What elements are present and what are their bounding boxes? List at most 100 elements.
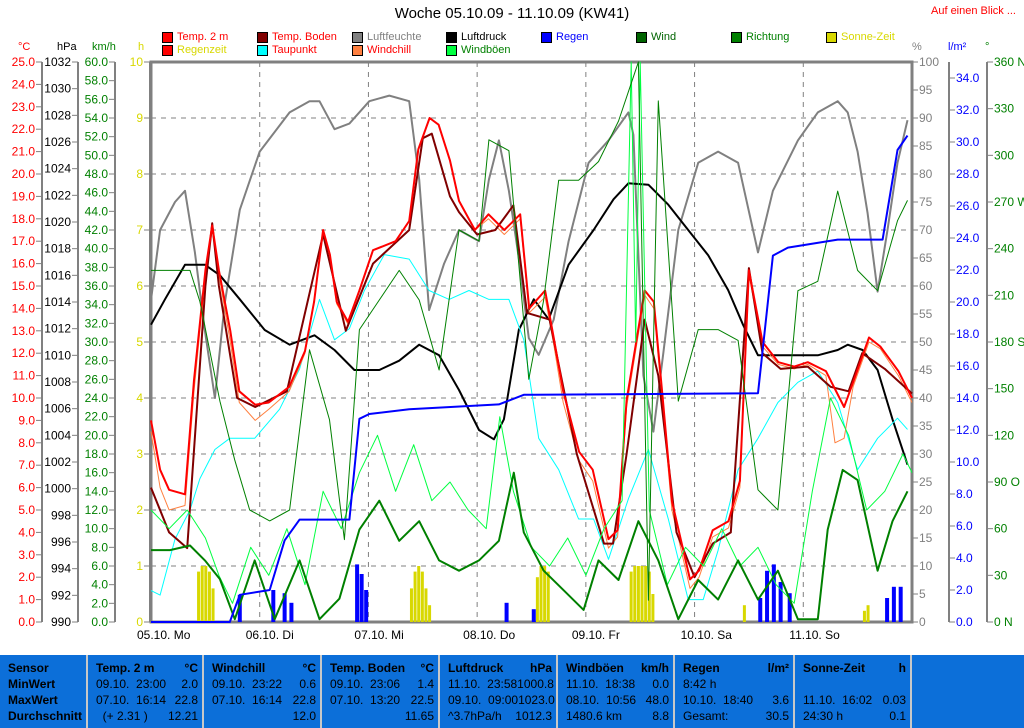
axis-tick-label: 100	[919, 55, 939, 69]
sun-bar	[200, 566, 204, 622]
stats-label: (+ 2.31 )	[96, 709, 148, 723]
axis-tick-label: 0.0	[18, 615, 35, 629]
stats-row: (+ 2.31 ) 12.21	[96, 708, 198, 724]
stats-value: 1012.3	[515, 709, 552, 723]
day-label: 11.10. So	[789, 628, 840, 642]
axis-tick-label: 14.0	[12, 301, 36, 315]
sun-bar	[207, 571, 211, 622]
stats-row: 1480.6 km 8.8	[566, 708, 669, 724]
axis-tick-label: 40.0	[85, 242, 109, 256]
stats-row: 11.10. 16:02 0.03	[803, 692, 906, 708]
axis-tick-label: 32.0	[956, 103, 980, 117]
sun-bar	[420, 571, 424, 622]
rain-bar	[885, 598, 890, 622]
rain-bar	[891, 586, 896, 622]
legend-swatch	[162, 31, 173, 43]
day-label: 10.10. Sa	[681, 628, 733, 642]
axis-tick-label: 992	[51, 588, 71, 602]
axis-tick-label: 1022	[44, 188, 71, 202]
sun-bar	[629, 571, 633, 622]
sun-bar	[211, 588, 215, 622]
legend-label: Windböen	[461, 44, 511, 56]
axis-tick-label: 56.0	[85, 92, 109, 106]
rain-bar	[282, 593, 287, 622]
axis-unit-press: hPa	[57, 41, 77, 53]
stats-label: Windböen	[566, 661, 624, 675]
axis-tick-label: 26.0	[956, 199, 980, 213]
axis-tick-label: 15.0	[12, 279, 36, 293]
legend-item: Taupunkt	[257, 44, 317, 56]
axis-tick-label: 24.0	[12, 77, 36, 91]
legend-swatch	[257, 31, 268, 43]
stats-value: 2.0	[181, 677, 198, 691]
axis-tick-label: 5	[919, 587, 926, 601]
stats-row: Temp. Boden °C	[330, 660, 434, 676]
stats-row: MaxWert	[8, 692, 82, 708]
day-label: 05.10. Mo	[137, 628, 191, 642]
axis-tick-label: 25.0	[12, 55, 36, 69]
stats-value: 30.5	[765, 709, 789, 723]
stats-row: 8:42 h	[683, 676, 789, 692]
legend-swatch	[352, 31, 363, 43]
axis-tick-label: 9.0	[18, 413, 35, 427]
stats-column: Sensor MinWert MaxWert Durchschnitt	[0, 655, 88, 728]
axis-tick-label: 95	[919, 83, 933, 97]
axis-tick-label: 1012	[44, 322, 71, 336]
stats-row: 07.10. 16:14 22.8	[96, 692, 198, 708]
overview-link[interactable]: Auf einen Blick ...	[931, 5, 1016, 17]
axis-tick-label: 22.0	[85, 410, 109, 424]
axis-tick-label: 38.0	[85, 260, 109, 274]
stats-value: h	[898, 661, 906, 675]
legend-label: Windchill	[367, 44, 412, 56]
axis-tick-label: 80	[919, 167, 933, 181]
legend-item: Temp. Boden	[257, 31, 337, 43]
rain-bar	[531, 609, 536, 622]
stats-value: 48.0	[645, 693, 669, 707]
axis-tick-label: 50	[919, 335, 933, 349]
axis-tick-label: 8.0	[956, 487, 973, 501]
axis-tick-label: 1026	[44, 135, 71, 149]
stats-row: Durchschnitt	[8, 708, 82, 724]
stats-column: Windchill °C 09.10. 23:22 0.6 07.10. 16:14 22…	[204, 655, 322, 728]
axis-tick-label: 26.0	[85, 372, 109, 386]
sun-bar	[633, 566, 637, 622]
axis-tick-label: 28.0	[956, 167, 980, 181]
axis-tick-label: 85	[919, 139, 933, 153]
axis-tick-label: 994	[51, 562, 71, 576]
stats-column: Sonne-Zeit h 11.10. 16:02 0.03 24:30 h 0.1	[795, 655, 912, 728]
stats-label: Temp. Boden	[330, 661, 406, 675]
axis-tick-label: 18.0	[956, 327, 980, 341]
sun-bar	[651, 594, 655, 622]
rain-bar	[787, 593, 792, 622]
axis-tick-label: 1020	[44, 215, 71, 229]
axis-unit-temp: °C	[18, 41, 30, 53]
stats-label: 11.10. 16:02	[803, 693, 873, 707]
stats-value: 22.5	[410, 693, 434, 707]
axis-tick-label: 42.0	[85, 223, 109, 237]
stats-label: 07.10. 13:20	[330, 693, 401, 707]
legend-item: Wind	[636, 31, 676, 43]
axis-tick-label: 13.0	[12, 324, 36, 338]
axis-tick-label: 19.0	[12, 189, 36, 203]
axis-tick-label: 1018	[44, 242, 71, 256]
axis-tick-label: 998	[51, 508, 71, 522]
stats-row: 09.10. 23:00 2.0	[96, 676, 198, 692]
axis-tick-label: 10	[919, 559, 933, 573]
stats-row: ^3.7hPa/h 1012.3	[448, 708, 552, 724]
rain-bar	[359, 574, 364, 622]
stats-value: 22.8	[174, 693, 198, 707]
day-label: 07.10. Mi	[354, 628, 403, 642]
axis-tick-label: 3.0	[18, 548, 35, 562]
series-line-wind	[151, 468, 909, 621]
axis-tick-label: 360 N	[994, 55, 1024, 69]
legend-swatch	[636, 31, 647, 43]
axis-tick-label: 22.0	[12, 122, 36, 136]
axis-unit-dir: °	[985, 41, 989, 53]
axis-tick-label: 240	[994, 242, 1014, 256]
sun-bar	[204, 566, 208, 622]
axis-tick-label: 11.0	[13, 369, 36, 383]
axis-tick-label: 16.0	[85, 466, 109, 480]
axis-tick-label: 90	[919, 111, 933, 125]
stats-value: l/m²	[767, 661, 789, 675]
day-label: 09.10. Fr	[572, 628, 620, 642]
